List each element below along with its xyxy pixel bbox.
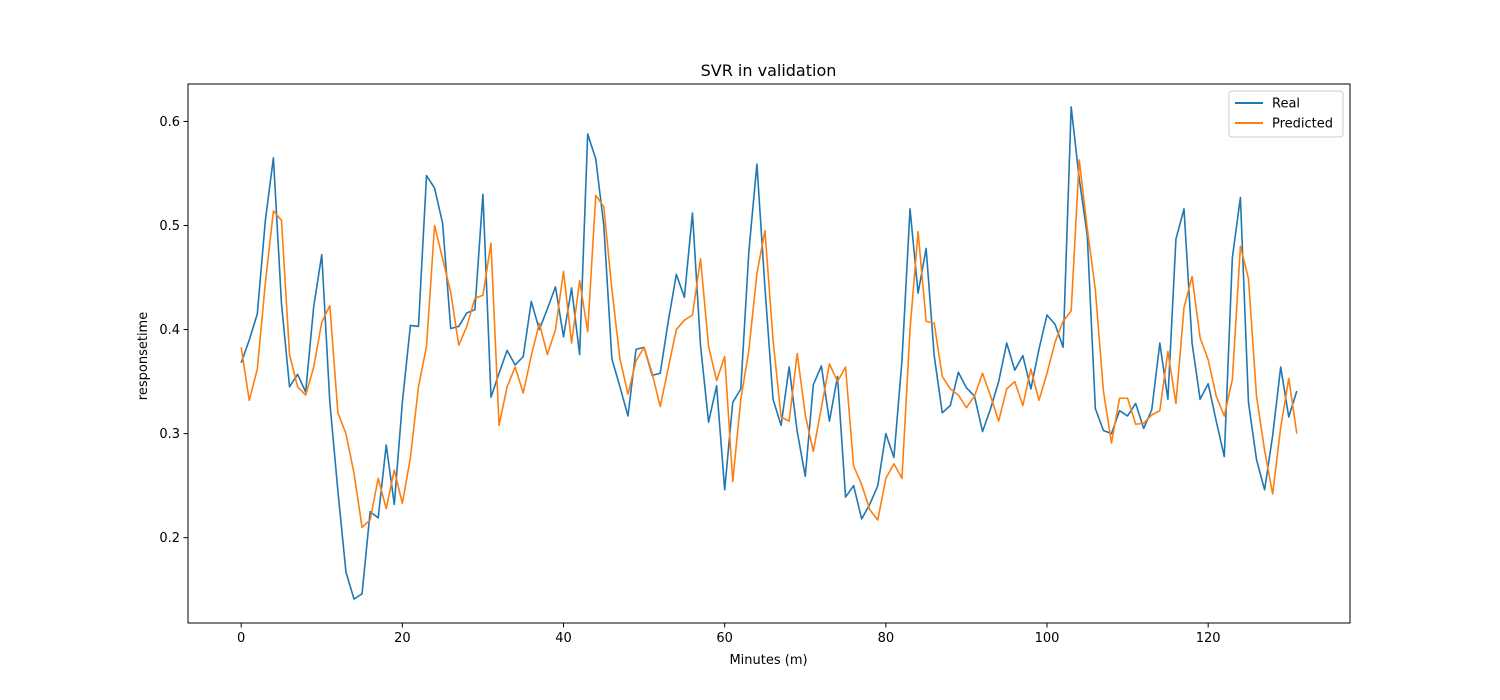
y-axis-label: responsetime [136,312,151,400]
y-tick-label: 0.6 [159,115,180,130]
x-tick-label: 120 [1196,631,1221,646]
y-axis-ticks: 0.2 0.3 0.4 0.5 0.6 [159,115,188,546]
y-tick-label: 0.5 [159,219,180,234]
plot-area [187,83,1351,624]
series-line-2 [240,159,1298,529]
y-tick-label: 0.3 [159,427,180,442]
x-tick-label: 60 [716,631,733,646]
x-axis-label: Minutes (m) [729,653,807,668]
x-tick-label: 100 [1035,631,1060,646]
y-tick-label: 0.2 [159,531,180,546]
chart-title: SVR in validation [701,61,837,80]
series-lines [240,106,1298,600]
series-line-1 [240,106,1298,600]
plot-frame [187,83,1351,624]
legend-label-1: Real [1272,97,1300,112]
y-tick-label: 0.4 [159,323,180,338]
x-tick-label: 0 [237,631,245,646]
legend-label-2: Predicted [1272,117,1333,132]
x-tick-label: 20 [394,631,411,646]
legend: Real Predicted [1228,90,1344,138]
x-tick-label: 80 [878,631,895,646]
x-axis-ticks: 0 20 40 60 80 100 120 [237,623,1221,646]
x-tick-label: 40 [555,631,572,646]
